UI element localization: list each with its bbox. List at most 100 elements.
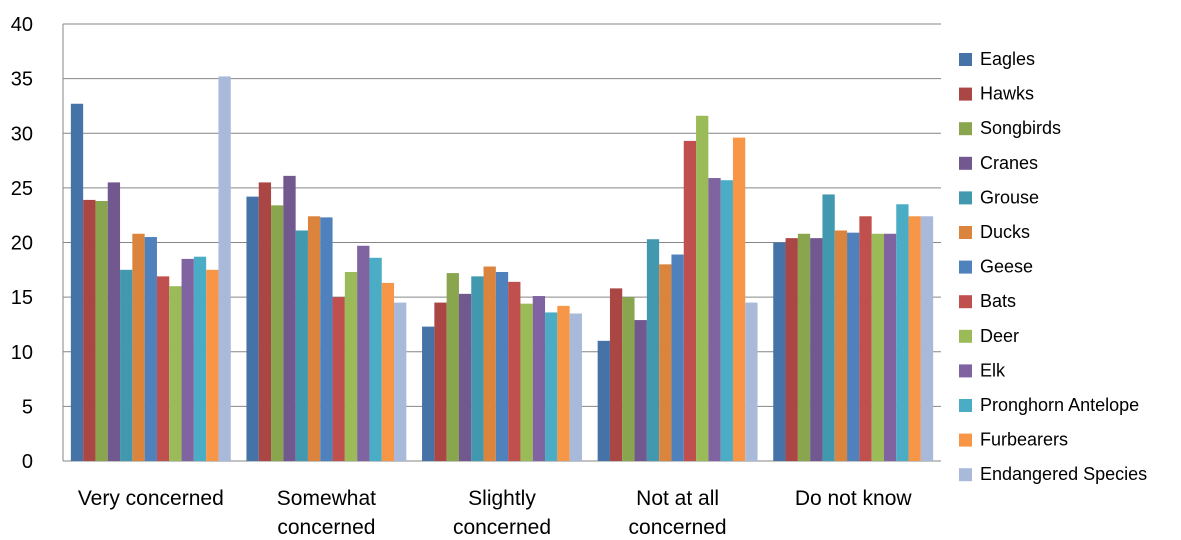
legend-label: Endangered Species xyxy=(980,464,1147,484)
bar-bats xyxy=(332,297,345,462)
bar-cranes xyxy=(283,175,296,462)
bar-eagles xyxy=(773,242,786,461)
bar-endangered-species xyxy=(920,216,934,461)
bar-deer xyxy=(696,115,709,462)
legend-swatch xyxy=(959,260,972,274)
bar-cranes xyxy=(634,320,647,461)
y-tick-label: 25 xyxy=(11,178,33,200)
bar-hawks xyxy=(785,238,798,461)
y-tick-label: 20 xyxy=(11,233,33,255)
legend-label: Hawks xyxy=(980,84,1034,104)
bar-geese xyxy=(144,237,157,461)
bar-bats xyxy=(859,216,872,461)
bar-pronghorn-antelope xyxy=(720,180,733,462)
bar-cranes xyxy=(458,293,472,461)
legend-swatch xyxy=(959,191,972,205)
x-category-label: Not at all xyxy=(636,487,719,510)
bar-grouse xyxy=(471,276,484,461)
legend-swatch xyxy=(959,329,972,343)
bar-geese xyxy=(320,217,333,461)
legend-swatch xyxy=(959,468,972,482)
legend-label: Grouse xyxy=(980,187,1039,207)
legend-swatch xyxy=(959,53,972,66)
bar-geese xyxy=(847,232,860,461)
bar-cranes xyxy=(107,182,121,461)
bar-eagles xyxy=(422,326,435,461)
bar-geese xyxy=(495,272,509,461)
legend-label: Songbirds xyxy=(980,118,1061,138)
bar-hawks xyxy=(609,288,623,461)
legend-label: Geese xyxy=(980,257,1033,277)
bar-furbearers xyxy=(381,282,395,461)
bar-grouse xyxy=(822,194,835,461)
legend-swatch xyxy=(959,156,972,170)
y-tick-label: 40 xyxy=(11,14,33,36)
legend-label: Pronghorn Antelope xyxy=(980,395,1139,415)
legend-label: Eagles xyxy=(980,49,1035,69)
x-category-label: Very concerned xyxy=(78,487,224,510)
y-tick-label: 30 xyxy=(11,123,33,145)
legend-label: Deer xyxy=(980,326,1019,346)
bar-furbearers xyxy=(557,305,570,461)
y-tick-label: 0 xyxy=(22,451,33,473)
bar-endangered-species xyxy=(569,313,582,461)
bar-endangered-species xyxy=(394,302,407,461)
bar-endangered-species xyxy=(218,76,231,461)
legend-swatch xyxy=(959,364,972,378)
bar-ducks xyxy=(659,264,672,461)
legend-label: Furbearers xyxy=(980,430,1068,450)
legend-swatch xyxy=(959,399,972,412)
bar-elk xyxy=(708,178,721,462)
legend-swatch xyxy=(959,226,972,239)
bar-deer xyxy=(344,272,358,461)
bar-elk xyxy=(181,258,194,461)
bar-elk xyxy=(883,233,897,461)
bar-pronghorn-antelope xyxy=(369,257,382,461)
legend-label: Cranes xyxy=(980,153,1038,173)
bar-ducks xyxy=(483,266,496,461)
bar-eagles xyxy=(70,103,84,461)
y-tick-label: 35 xyxy=(11,69,33,91)
bar-grouse xyxy=(120,269,133,461)
bar-elk xyxy=(532,296,546,461)
y-tick-label: 15 xyxy=(11,287,33,309)
x-category-label: concerned xyxy=(277,516,375,539)
bar-furbearers xyxy=(908,216,921,461)
bar-ducks xyxy=(834,230,848,461)
bar-grouse xyxy=(646,239,660,461)
bar-furbearers xyxy=(206,269,219,461)
bar-songbirds xyxy=(622,297,635,462)
x-category-label: Somewhat xyxy=(277,487,376,510)
x-category-label: concerned xyxy=(453,516,551,539)
y-tick-label: 5 xyxy=(22,396,33,418)
x-category-label: concerned xyxy=(629,516,727,539)
bar-bats xyxy=(508,281,521,461)
bar-hawks xyxy=(258,182,272,461)
bar-songbirds xyxy=(271,205,284,461)
bar-ducks xyxy=(132,233,145,461)
y-tick-label: 10 xyxy=(11,342,33,364)
bar-eagles xyxy=(246,196,259,461)
legend-swatch xyxy=(959,295,972,309)
bar-pronghorn-antelope xyxy=(193,256,207,461)
bar-eagles xyxy=(597,340,610,461)
bar-deer xyxy=(871,233,884,461)
bar-hawks xyxy=(83,199,96,461)
bar-pronghorn-antelope xyxy=(545,312,558,461)
x-category-label: Slightly xyxy=(468,487,536,510)
legend-label: Ducks xyxy=(980,222,1030,242)
bar-songbirds xyxy=(446,273,459,461)
bar-hawks xyxy=(434,302,447,461)
bar-pronghorn-antelope xyxy=(896,204,909,461)
bar-furbearers xyxy=(732,137,746,461)
bar-songbirds xyxy=(797,233,811,461)
bar-geese xyxy=(671,254,684,461)
legend-swatch xyxy=(959,433,972,447)
legend-label: Bats xyxy=(980,291,1016,311)
legend-label: Elk xyxy=(980,360,1006,380)
bar-bats xyxy=(683,140,697,461)
x-category-label: Do not know xyxy=(795,487,913,510)
bar-deer xyxy=(520,303,533,461)
